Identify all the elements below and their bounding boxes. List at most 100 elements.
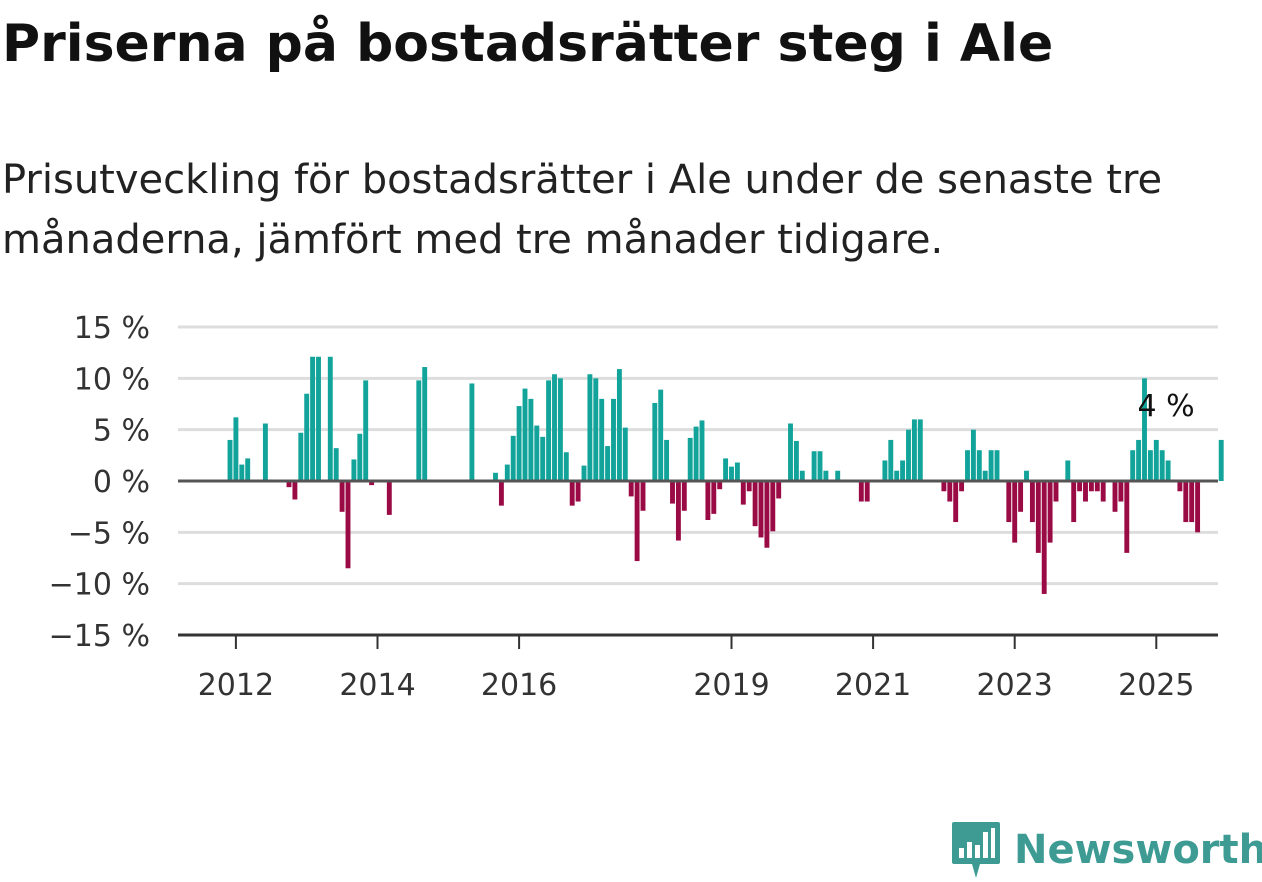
bar (670, 481, 675, 504)
bar (1083, 481, 1088, 502)
bar (1071, 481, 1077, 523)
bar (1218, 439, 1224, 481)
bar (310, 356, 316, 481)
bar (994, 450, 1000, 481)
x-tick-label: 2014 (339, 668, 415, 703)
bar (333, 448, 339, 481)
bar (569, 481, 575, 506)
bar (510, 435, 516, 481)
bar (1094, 481, 1100, 492)
bar (369, 481, 375, 486)
bars (227, 356, 1224, 594)
bar (1100, 481, 1106, 502)
bar (327, 356, 333, 481)
bar (292, 481, 298, 500)
x-tick-label: 2021 (835, 668, 911, 703)
bar (557, 378, 563, 481)
y-tick-label: −5 % (68, 516, 150, 551)
bar (227, 439, 233, 481)
bar (386, 481, 392, 515)
bar (988, 450, 994, 481)
bar (799, 470, 805, 481)
bar (357, 433, 363, 481)
bar (1029, 481, 1035, 523)
latest-value-annotation: 4 % (1138, 389, 1195, 424)
y-tick-label: 0 % (93, 465, 150, 500)
bar (540, 436, 546, 481)
bar (664, 439, 670, 481)
x-axis-ticks: 2012 2014 2016 2019 2021 2023 2025 (198, 635, 1194, 703)
bar (1189, 481, 1195, 523)
bar (634, 481, 640, 562)
bar (422, 367, 428, 481)
bar (864, 481, 870, 502)
bar (1024, 470, 1029, 481)
bar (746, 481, 752, 492)
bar (894, 470, 900, 481)
bar (1147, 450, 1153, 481)
bar (616, 369, 622, 481)
bar (587, 374, 593, 481)
bar (1047, 481, 1053, 543)
bar (1177, 481, 1183, 492)
bar (1065, 460, 1071, 481)
bar (976, 450, 982, 481)
y-axis-ticks: 15 % 10 % 5 % 0 % −5 % −10 % −15 % (49, 311, 150, 654)
bar (546, 380, 552, 481)
bar (1142, 378, 1147, 481)
bar (941, 481, 947, 492)
bar (811, 451, 817, 481)
bar (888, 439, 894, 481)
bar (286, 481, 292, 488)
bar (1088, 481, 1094, 492)
axes (178, 479, 1218, 637)
bar (1159, 450, 1165, 481)
bar (528, 398, 534, 481)
bar (245, 458, 251, 481)
bar (534, 425, 540, 481)
bar (788, 423, 793, 481)
bar (498, 481, 504, 506)
bar (734, 462, 740, 481)
bar (729, 466, 734, 481)
bar (693, 426, 699, 481)
bar (599, 398, 605, 481)
bar (953, 481, 959, 523)
bar (970, 429, 976, 481)
bar (575, 481, 581, 502)
bar-chart: 15 %10 %5 %0 %−5 %−10 %−15 % 2012 2014 201… (49, 311, 1224, 703)
logo-text: Newsworthy (1014, 827, 1262, 873)
bar (1195, 481, 1201, 533)
bar (681, 481, 687, 511)
bar (416, 380, 422, 481)
bar (917, 419, 923, 481)
bar (239, 464, 245, 481)
bar (1018, 481, 1024, 512)
bar (959, 481, 965, 492)
bar (563, 452, 569, 481)
x-tick-label: 2025 (1118, 668, 1194, 703)
bar (339, 481, 345, 512)
bar (593, 378, 599, 481)
bar (817, 451, 823, 481)
bar (1183, 481, 1189, 523)
bar (262, 423, 268, 481)
bar (622, 427, 628, 481)
bar (522, 388, 528, 481)
bar (304, 393, 310, 481)
bar (740, 481, 746, 505)
bar (1077, 481, 1083, 492)
y-tick-label: −10 % (49, 568, 150, 603)
bar (1041, 481, 1047, 594)
bar (675, 481, 681, 541)
bar (1124, 481, 1130, 553)
y-tick-label: −15 % (49, 619, 150, 654)
bar (1012, 481, 1018, 543)
bar (823, 470, 829, 481)
newsworthy-logo: Newsworthy (950, 818, 1262, 882)
bar (965, 450, 970, 481)
bar (835, 470, 841, 481)
bar (687, 437, 693, 481)
bar (298, 432, 304, 481)
bar (1053, 481, 1059, 502)
